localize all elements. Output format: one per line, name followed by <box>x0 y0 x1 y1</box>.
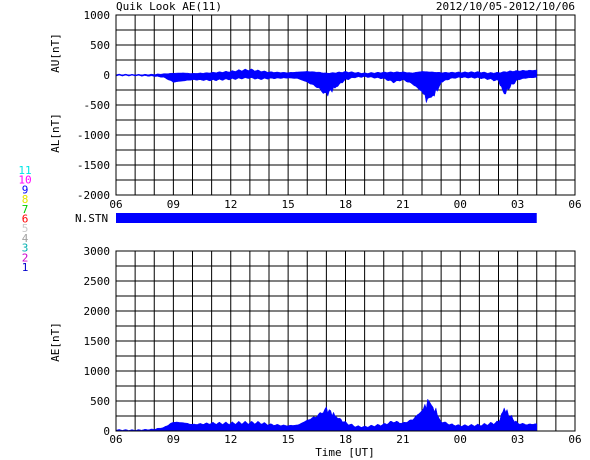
station-legend-item: 11 <box>18 164 31 177</box>
y-tick-label: 2500 <box>84 275 111 288</box>
station-legend-item: 6 <box>22 213 29 226</box>
x-tick-label: 09 <box>167 433 180 446</box>
y-tick-label: 0 <box>103 425 110 438</box>
x-tick-label: 15 <box>282 198 295 211</box>
x-tick-label: 12 <box>224 198 237 211</box>
x-tick-label: 21 <box>396 433 409 446</box>
y-tick-label: -1500 <box>77 159 110 172</box>
station-legend-item: 7 <box>22 203 29 216</box>
au-axis-label: AU[nT] <box>49 33 62 73</box>
nstn-label: N.STN <box>75 212 108 225</box>
series-au-area <box>115 68 538 76</box>
y-tick-label: 2000 <box>84 305 111 318</box>
figure-title: Quik Look AE(11) <box>116 0 222 13</box>
station-legend-item: 10 <box>18 174 31 187</box>
series-al-area <box>115 74 538 103</box>
x-tick-label: 00 <box>454 198 467 211</box>
x-tick-label: 06 <box>109 433 122 446</box>
station-legend-item: 3 <box>22 242 29 255</box>
station-legend-item: 2 <box>22 251 29 264</box>
x-tick-label: 15 <box>282 433 295 446</box>
y-tick-label: 500 <box>90 39 110 52</box>
y-tick-label: 500 <box>90 395 110 408</box>
x-tick-label: 18 <box>339 433 352 446</box>
x-axis-title: Time [UT] <box>315 446 375 459</box>
station-legend-item: 4 <box>22 232 29 245</box>
station-legend-item: 9 <box>22 183 29 196</box>
y-tick-label: 0 <box>103 69 110 82</box>
y-tick-label: -2000 <box>77 189 110 202</box>
ae-axis-label: AE[nT] <box>49 322 62 362</box>
plot-frame <box>115 250 576 432</box>
y-tick-label: 1500 <box>84 335 111 348</box>
station-legend-item: 8 <box>22 193 29 206</box>
y-tick-label: 1000 <box>84 9 111 22</box>
y-tick-label: 3000 <box>84 245 111 258</box>
plot-frame <box>115 14 576 196</box>
station-legend-item: 5 <box>22 222 29 235</box>
x-tick-label: 06 <box>568 198 581 211</box>
al-axis-label: AL[nT] <box>49 113 62 153</box>
y-tick-label: 1000 <box>84 365 111 378</box>
x-tick-label: 03 <box>511 198 524 211</box>
x-tick-label: 21 <box>396 198 409 211</box>
x-tick-label: 09 <box>167 198 180 211</box>
x-tick-label: 00 <box>454 433 467 446</box>
nstn-bar-fill <box>116 213 537 223</box>
x-tick-label: 18 <box>339 198 352 211</box>
series-ae-area <box>115 398 538 432</box>
date-range: 2012/10/05-2012/10/06 <box>436 0 575 13</box>
x-tick-label: 12 <box>224 433 237 446</box>
y-tick-label: -1000 <box>77 129 110 142</box>
x-tick-label: 06 <box>109 198 122 211</box>
x-tick-label: 06 <box>568 433 581 446</box>
station-count-bar <box>116 213 537 223</box>
station-legend-item: 1 <box>22 261 29 274</box>
x-tick-label: 03 <box>511 433 524 446</box>
y-tick-label: -500 <box>84 99 111 112</box>
